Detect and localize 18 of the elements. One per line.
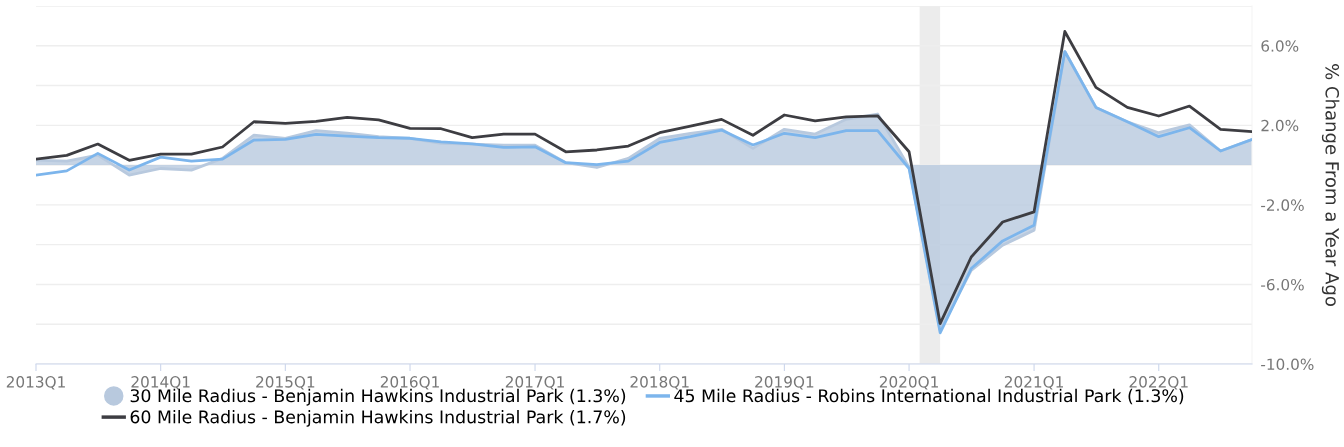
legend-label: 60 Mile Radius - Benjamin Hawkins Industrial Park (1.7%) — [130, 409, 626, 427]
y-tick-label: 2.0% — [1261, 119, 1299, 132]
y-tick-label: -2.0% — [1261, 199, 1304, 211]
x-tick-label: 2015Q1 — [256, 376, 315, 390]
x-tick-label: 2018Q1 — [630, 376, 689, 390]
y-axis-title: % Change From a Year Ago — [1321, 64, 1340, 306]
x-tick-label: 2014Q1 — [131, 376, 190, 390]
y-tick-label: 6.0% — [1261, 40, 1299, 52]
x-tick-label: 2013Q1 — [6, 376, 65, 390]
x-tick-label: 2021Q1 — [1004, 376, 1063, 390]
x-tick-label: 2022Q1 — [1129, 376, 1188, 390]
x-tick-label: 2020Q1 — [879, 376, 938, 390]
y-tick-label: -6.0% — [1261, 278, 1304, 291]
x-tick-label: 2019Q1 — [755, 376, 814, 390]
y-tick-label: -10.0% — [1261, 358, 1314, 371]
x-tick-label: 2016Q1 — [380, 376, 439, 390]
legend-label: 30 Mile Radius - Benjamin Hawkins Industrial Park (1.3%) — [130, 388, 626, 406]
x-tick-label: 2017Q1 — [505, 376, 564, 390]
